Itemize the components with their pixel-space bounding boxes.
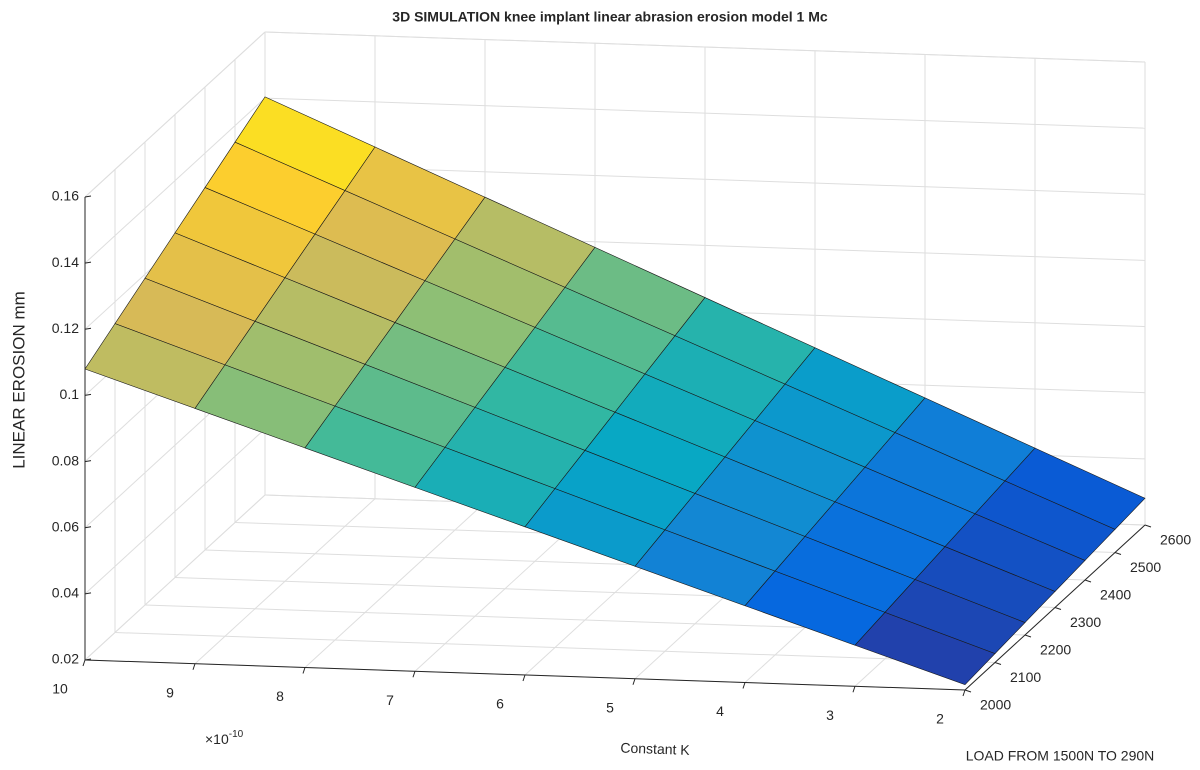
x-tick-label: 9 (166, 684, 174, 700)
grid-line (84, 494, 266, 661)
x-multiplier-base: ×10 (205, 731, 229, 747)
grid-line (84, 97, 266, 264)
z-tick-label: 0.08 (52, 452, 79, 468)
grid-line (264, 97, 1146, 129)
y-tick-label: 2500 (1130, 559, 1161, 575)
y-tick (1054, 607, 1062, 610)
y-tick (1024, 634, 1032, 638)
x-tick-label: 7 (386, 692, 394, 708)
x-tick-label: 8 (276, 688, 284, 704)
y-tick-label: 2200 (1040, 642, 1071, 658)
z-tick (84, 261, 92, 264)
z-axis-label: LINEAR EROSION mm (9, 291, 28, 469)
z-tick-label: 0.02 (52, 651, 79, 667)
x-tick-label: 2 (936, 711, 944, 727)
z-tick (84, 526, 92, 529)
grid-line (84, 428, 266, 595)
box-edge (84, 31, 266, 198)
y-tick-label: 2100 (1010, 669, 1041, 685)
z-tick (84, 658, 92, 661)
z-tick-label: 0.1 (60, 386, 80, 402)
surface-patch (854, 612, 996, 686)
z-tick (84, 327, 92, 330)
y-tick-label: 2000 (980, 697, 1011, 713)
x-tick (412, 671, 416, 678)
x-tick (522, 674, 526, 682)
chart-title: 3D SIMULATION knee implant linear abrasi… (392, 9, 828, 25)
x-tick-label: 5 (606, 699, 614, 715)
x-tick (742, 682, 746, 689)
box-edge (264, 31, 1146, 63)
y-tick-label: 2400 (1100, 587, 1131, 603)
y-tick-label: 2300 (1070, 614, 1101, 630)
x-tick (192, 663, 196, 670)
z-tick (84, 460, 92, 463)
y-tick (1114, 552, 1122, 555)
y-tick (1084, 579, 1092, 583)
y-axis-label: LOAD FROM 1500N TO 290N (966, 748, 1155, 764)
z-tick-label: 0.04 (52, 585, 79, 601)
z-tick-label: 0.06 (52, 518, 79, 534)
x-multiplier-exponent: -10 (229, 729, 244, 740)
x-tick (962, 689, 966, 697)
x-multiplier: ×10-10 (205, 729, 244, 747)
y-tick (964, 689, 972, 693)
z-tick (84, 195, 92, 198)
x-tick-label: 3 (826, 707, 834, 723)
z-tick (84, 592, 92, 595)
x-tick-label: 4 (716, 703, 724, 719)
x-axis-label: Constant K (620, 740, 690, 758)
x-tick (852, 686, 856, 693)
x-tick-label: 6 (496, 696, 504, 712)
x-tick (82, 659, 86, 667)
x-tick-label: 10 (52, 681, 68, 697)
y-tick-label: 2600 (1160, 532, 1191, 548)
z-tick (84, 393, 92, 396)
x-tick (302, 667, 306, 674)
z-tick-label: 0.12 (52, 320, 79, 336)
x-tick (632, 678, 636, 685)
z-tick-label: 0.16 (52, 188, 79, 204)
z-tick-label: 0.14 (52, 254, 79, 270)
grid-line (114, 632, 996, 663)
y-tick (994, 662, 1002, 665)
y-tick (1144, 524, 1152, 528)
